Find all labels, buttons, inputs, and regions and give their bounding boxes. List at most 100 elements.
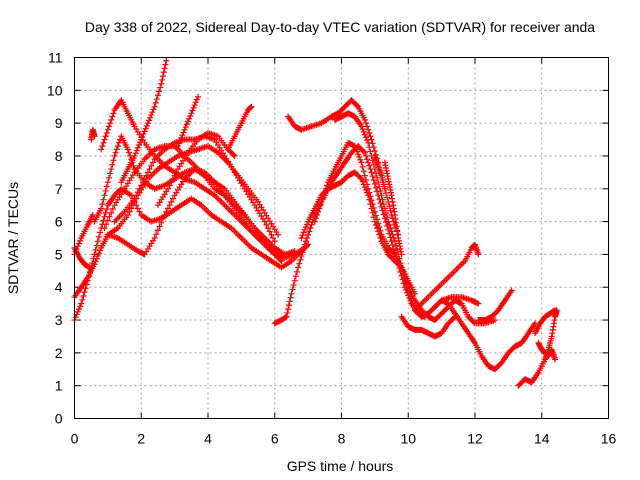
- data-point: [358, 175, 365, 182]
- data-point: [299, 249, 306, 256]
- data-point: [376, 224, 383, 231]
- data-point: [362, 134, 369, 141]
- data-point: [298, 235, 305, 241]
- data-point: [367, 133, 374, 140]
- data-point: [150, 106, 157, 113]
- data-point: [108, 116, 115, 123]
- data-point: [360, 128, 367, 135]
- data-point: [317, 202, 324, 209]
- data-point: [110, 157, 117, 164]
- data-point: [366, 189, 373, 196]
- data-point: [101, 213, 108, 220]
- x-tick-label: 10: [400, 431, 416, 447]
- grid-layer: [74, 57, 609, 419]
- marks-layer: [71, 57, 560, 389]
- series-14: [285, 97, 382, 166]
- data-point: [295, 264, 302, 271]
- data-point: [386, 221, 393, 228]
- data-point: [132, 150, 139, 157]
- data-point: [104, 179, 111, 186]
- series-26: [535, 340, 559, 363]
- data-point: [384, 214, 391, 221]
- data-point: [136, 208, 143, 215]
- data-point: [475, 300, 482, 307]
- x-axis-label: GPS time / hours: [287, 458, 394, 474]
- data-point: [74, 243, 81, 250]
- data-point: [301, 226, 308, 233]
- data-point: [116, 139, 122, 146]
- data-point: [176, 140, 183, 147]
- data-point: [230, 151, 237, 158]
- data-point: [159, 76, 166, 83]
- data-point: [103, 221, 110, 228]
- data-point: [168, 179, 175, 186]
- data-point: [365, 139, 372, 146]
- data-point: [321, 189, 328, 196]
- data-point: [368, 169, 375, 176]
- data-point: [318, 198, 325, 205]
- series-10: [154, 129, 238, 209]
- data-point: [552, 356, 559, 363]
- data-point: [302, 238, 309, 245]
- data-point: [408, 297, 415, 304]
- data-point: [275, 231, 282, 238]
- data-point: [366, 144, 373, 151]
- data-point: [124, 146, 131, 153]
- data-point: [359, 126, 366, 133]
- data-point: [130, 162, 137, 169]
- data-point: [138, 136, 145, 143]
- data-point: [163, 208, 170, 215]
- x-tick-label: 0: [71, 431, 79, 447]
- data-point: [450, 314, 457, 321]
- data-point: [146, 166, 153, 173]
- data-point: [183, 121, 190, 128]
- data-point: [189, 107, 196, 114]
- data-point: [134, 144, 141, 151]
- x-tick-label: 16: [601, 431, 617, 447]
- data-point: [161, 212, 168, 219]
- data-point: [91, 133, 98, 140]
- data-point: [97, 229, 104, 236]
- data-point: [377, 199, 384, 206]
- data-point: [248, 103, 255, 110]
- data-point: [381, 205, 388, 212]
- data-point: [93, 242, 100, 249]
- data-point: [381, 185, 388, 192]
- data-point: [451, 313, 458, 320]
- series-19: [371, 152, 402, 238]
- series-12: [225, 103, 255, 153]
- data-point: [354, 148, 361, 155]
- data-point: [181, 126, 188, 133]
- data-point: [82, 285, 89, 292]
- data-point: [191, 102, 198, 109]
- data-point: [374, 174, 381, 181]
- data-point: [384, 194, 391, 201]
- series-20: [381, 159, 405, 258]
- data-point: [144, 169, 151, 176]
- data-point: [394, 247, 401, 254]
- series-25: [515, 307, 560, 389]
- data-point: [142, 125, 149, 132]
- series-7: [104, 143, 282, 238]
- series-8: [111, 133, 278, 245]
- data-point: [300, 245, 307, 252]
- data-point: [284, 309, 291, 316]
- data-point: [74, 308, 81, 315]
- y-tick-label: 2: [55, 345, 63, 361]
- data-point: [305, 231, 312, 238]
- data-point: [270, 235, 277, 241]
- data-point: [86, 264, 93, 271]
- data-point: [78, 300, 85, 307]
- data-point: [151, 103, 158, 110]
- data-point: [180, 129, 187, 136]
- data-point: [168, 198, 175, 205]
- data-point: [187, 113, 194, 120]
- data-point: [79, 296, 86, 303]
- y-tick-label: 4: [55, 279, 63, 295]
- data-point: [109, 113, 116, 120]
- data-point: [357, 156, 364, 163]
- x-tick-label: 8: [338, 431, 346, 447]
- data-point: [107, 120, 114, 127]
- data-point: [351, 143, 358, 150]
